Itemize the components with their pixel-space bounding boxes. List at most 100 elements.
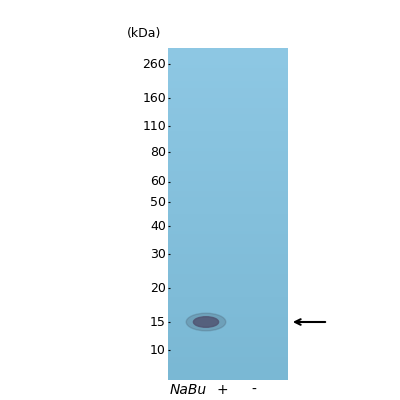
Bar xyxy=(168,260,288,264)
Bar xyxy=(168,277,288,280)
Ellipse shape xyxy=(194,317,218,327)
Bar xyxy=(168,244,288,247)
Bar xyxy=(168,88,288,91)
Bar xyxy=(168,287,288,290)
Bar xyxy=(168,148,288,151)
Bar xyxy=(168,377,288,380)
Bar xyxy=(168,214,288,217)
Bar xyxy=(168,310,288,314)
Bar xyxy=(168,91,288,94)
Text: +: + xyxy=(216,383,228,397)
Bar xyxy=(168,284,288,287)
Bar xyxy=(168,144,288,148)
Bar xyxy=(168,363,288,367)
Bar xyxy=(168,58,288,61)
Bar xyxy=(168,280,288,284)
Bar xyxy=(168,240,288,244)
Bar xyxy=(168,290,288,294)
Bar xyxy=(168,78,288,81)
Text: 110: 110 xyxy=(142,120,166,132)
Bar xyxy=(168,334,288,337)
Bar xyxy=(168,128,288,131)
Bar xyxy=(168,300,288,304)
Bar xyxy=(168,114,288,118)
Bar xyxy=(168,254,288,257)
Text: 50: 50 xyxy=(150,196,166,208)
Bar xyxy=(168,237,288,240)
Bar xyxy=(168,121,288,124)
Bar xyxy=(168,211,288,214)
Bar xyxy=(168,181,288,184)
Bar xyxy=(168,178,288,181)
Bar xyxy=(168,247,288,250)
Bar xyxy=(168,264,288,267)
Bar xyxy=(168,64,288,68)
Bar xyxy=(168,101,288,104)
Bar xyxy=(168,184,288,188)
Bar xyxy=(168,111,288,114)
Bar xyxy=(168,360,288,363)
Bar xyxy=(168,224,288,227)
Bar xyxy=(168,373,288,377)
Bar xyxy=(168,201,288,204)
Bar xyxy=(168,320,288,324)
Bar xyxy=(168,350,288,354)
Bar xyxy=(168,327,288,330)
Bar xyxy=(168,154,288,158)
Bar xyxy=(168,151,288,154)
Bar xyxy=(168,164,288,168)
Bar xyxy=(168,98,288,101)
Bar xyxy=(168,344,288,347)
Bar xyxy=(168,138,288,141)
Text: 15: 15 xyxy=(150,316,166,328)
Bar xyxy=(168,197,288,201)
Bar xyxy=(168,108,288,111)
Bar xyxy=(168,94,288,98)
Text: NaBu: NaBu xyxy=(170,383,206,397)
Text: -: - xyxy=(252,383,256,397)
Bar xyxy=(168,221,288,224)
Bar xyxy=(168,141,288,144)
Ellipse shape xyxy=(186,313,226,331)
Text: 20: 20 xyxy=(150,282,166,294)
Bar xyxy=(168,84,288,88)
Bar xyxy=(168,124,288,128)
Bar xyxy=(168,370,288,373)
Bar xyxy=(168,317,288,320)
Bar xyxy=(168,194,288,197)
Bar xyxy=(168,188,288,191)
Bar xyxy=(168,81,288,84)
Bar xyxy=(168,134,288,138)
Bar xyxy=(168,267,288,270)
Bar xyxy=(168,168,288,171)
Bar xyxy=(168,270,288,274)
Text: 60: 60 xyxy=(150,176,166,188)
Bar xyxy=(168,61,288,64)
Bar xyxy=(168,104,288,108)
Bar xyxy=(168,118,288,121)
Text: 30: 30 xyxy=(150,248,166,260)
Text: 160: 160 xyxy=(142,92,166,104)
Text: 260: 260 xyxy=(142,58,166,70)
Bar xyxy=(168,367,288,370)
Text: 40: 40 xyxy=(150,220,166,232)
Bar xyxy=(168,340,288,344)
Bar xyxy=(168,55,288,58)
Bar xyxy=(168,357,288,360)
Bar xyxy=(168,204,288,207)
Bar xyxy=(168,324,288,327)
Bar xyxy=(168,304,288,307)
Bar xyxy=(168,171,288,174)
Bar xyxy=(168,230,288,234)
Text: (kDa): (kDa) xyxy=(127,28,161,40)
Text: 80: 80 xyxy=(150,146,166,158)
Bar xyxy=(168,347,288,350)
Bar xyxy=(168,354,288,357)
Bar xyxy=(168,191,288,194)
Bar xyxy=(168,68,288,71)
Bar xyxy=(168,74,288,78)
Bar xyxy=(168,314,288,317)
Bar xyxy=(168,234,288,237)
Bar xyxy=(168,337,288,340)
Bar xyxy=(168,174,288,178)
